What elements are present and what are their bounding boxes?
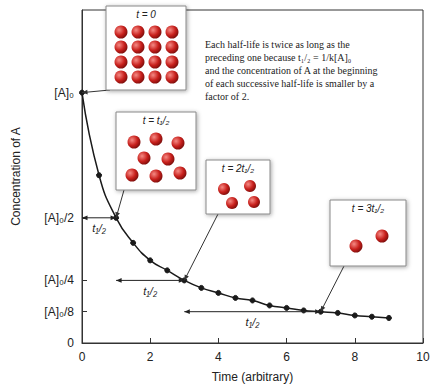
svg-text:t = 2t₁/₂: t = 2t₁/₂ bbox=[222, 163, 254, 174]
svg-text:and the concentration of A at: and the concentration of A at the beginn… bbox=[205, 65, 377, 76]
svg-text:0: 0 bbox=[67, 336, 74, 350]
svg-text:4: 4 bbox=[215, 350, 222, 364]
svg-text:t₁/₂: t₁/₂ bbox=[143, 285, 158, 297]
svg-text:t₁/₂: t₁/₂ bbox=[246, 316, 261, 328]
svg-text:10: 10 bbox=[416, 350, 430, 364]
svg-text:[A]₀/2: [A]₀/2 bbox=[44, 211, 74, 225]
svg-text:[A]₀/8: [A]₀/8 bbox=[44, 305, 74, 319]
svg-text:0: 0 bbox=[79, 350, 86, 364]
svg-text:[A]₀: [A]₀ bbox=[54, 86, 74, 100]
svg-text:t = 0: t = 0 bbox=[136, 9, 156, 20]
svg-text:Each half-life is twice as lon: Each half-life is twice as long as the bbox=[205, 39, 350, 50]
svg-text:t = 3t₁/₂: t = 3t₁/₂ bbox=[352, 203, 384, 214]
svg-text:2: 2 bbox=[147, 350, 154, 364]
svg-text:of each successive half-life i: of each successive half-life is smaller … bbox=[205, 78, 375, 89]
svg-text:[A]₀/4: [A]₀/4 bbox=[44, 273, 74, 287]
svg-text:8: 8 bbox=[351, 350, 358, 364]
svg-text:t = t₁/₂: t = t₁/₂ bbox=[143, 115, 170, 126]
svg-text:preceding one because t₁/₂ = 1: preceding one because t₁/₂ = 1/k[A]₀ bbox=[205, 52, 352, 63]
svg-text:6: 6 bbox=[283, 350, 290, 364]
svg-text:Time (arbitrary): Time (arbitrary) bbox=[212, 370, 294, 384]
svg-text:t₁/₂: t₁/₂ bbox=[92, 222, 107, 234]
svg-text:factor of 2.: factor of 2. bbox=[205, 91, 249, 102]
svg-text:Concentration of A: Concentration of A bbox=[9, 127, 23, 226]
